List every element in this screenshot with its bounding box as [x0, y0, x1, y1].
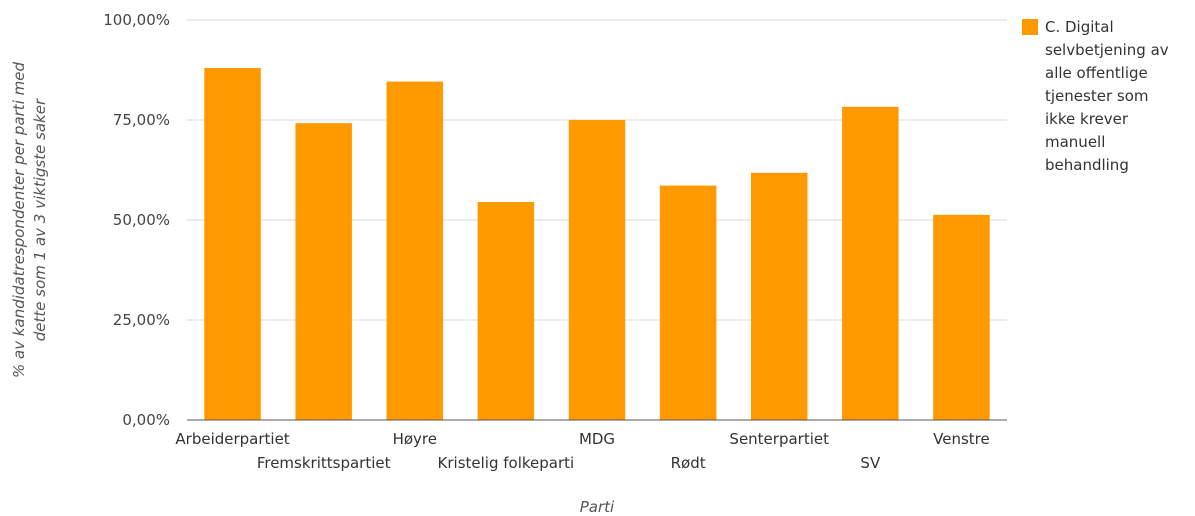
x-axis-title: Parti: [580, 498, 615, 516]
y-axis-title-line-1: % av kandidatrespondenter per parti med: [10, 62, 28, 378]
legend: C. Digital selvbetjening av alle offentl…: [1022, 16, 1194, 177]
x-tick-label: MDG: [579, 430, 615, 448]
bar-høyre: [386, 81, 444, 420]
y-tick-label: 75,00%: [113, 111, 170, 129]
x-tick-label: Senterpartiet: [729, 430, 829, 448]
legend-swatch: [1022, 19, 1038, 35]
x-tick-label: Venstre: [933, 430, 990, 448]
y-tick-label: 50,00%: [113, 211, 170, 229]
bar-sv: [842, 106, 899, 421]
x-tick-label: Kristelig folkeparti: [438, 454, 575, 472]
y-axis-title-line-2: dette som 1 av 3 viktigste saker: [31, 98, 49, 341]
x-tick-label: Fremskrittspartiet: [257, 454, 391, 472]
bar-fremskrittspartiet: [295, 123, 352, 420]
y-axis-title: % av kandidatrespondenter per parti med …: [10, 62, 49, 378]
bars: [204, 68, 990, 421]
y-tick-label: 0,00%: [122, 411, 170, 429]
x-axis-labels: Arbeiderpartiet FremskrittspartietHøyreKr…: [175, 430, 989, 472]
bar-senterpartiet: [750, 172, 808, 420]
y-tick-label: 25,00%: [113, 311, 170, 329]
bar-kristelig-folkeparti: [477, 202, 535, 420]
x-tick-label: Arbeiderpartiet: [175, 430, 289, 448]
y-axis-ticks: 0,00% 25,00% 50,00% 75,00% 100,00%: [103, 11, 170, 429]
x-tick-label: SV: [860, 454, 881, 472]
y-tick-label: 100,00%: [103, 11, 170, 29]
bar-rødt: [659, 185, 717, 420]
x-tick-label: Høyre: [393, 430, 437, 448]
x-tick-label: Rødt: [671, 454, 706, 472]
bar-venstre: [933, 214, 990, 420]
bar-arbeiderpartiet: [204, 68, 261, 420]
legend-label: C. Digital selvbetjening av alle offentl…: [1045, 18, 1169, 174]
bar-mdg: [568, 120, 626, 420]
